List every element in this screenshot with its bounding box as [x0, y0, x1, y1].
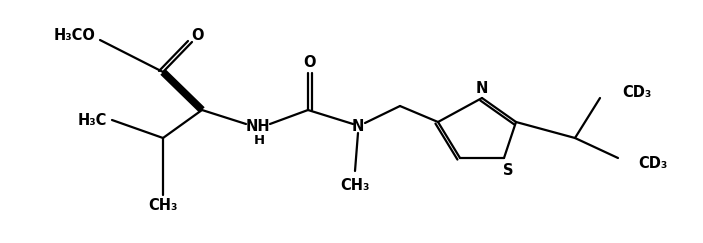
Text: N: N	[352, 119, 364, 133]
Text: N: N	[476, 80, 488, 95]
Text: CH₃: CH₃	[340, 177, 370, 192]
Text: S: S	[503, 163, 513, 177]
Text: NH: NH	[245, 119, 271, 133]
Text: H: H	[254, 133, 264, 147]
Text: O: O	[192, 27, 205, 43]
Text: H₃C: H₃C	[77, 113, 107, 128]
Text: CD₃: CD₃	[622, 85, 651, 99]
Text: H₃CO: H₃CO	[54, 27, 96, 43]
Text: O: O	[304, 54, 316, 69]
Text: CD₃: CD₃	[638, 156, 667, 171]
Text: CH₃: CH₃	[148, 198, 178, 212]
